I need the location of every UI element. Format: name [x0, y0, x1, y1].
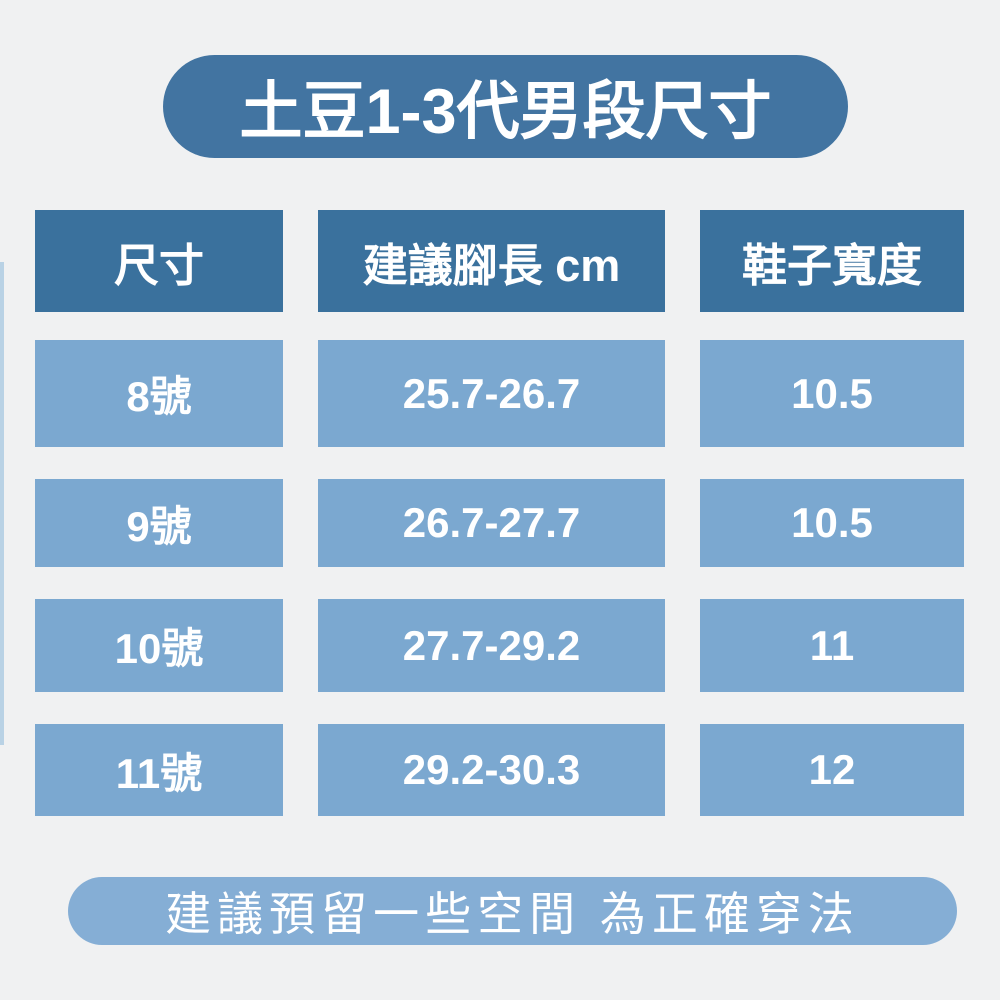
footer-note-banner: 建議預留一些空間 為正確穿法	[68, 877, 957, 945]
foot-length-cell: 26.7-27.7	[318, 479, 665, 567]
page-title: 土豆1-3代男段尺寸	[239, 77, 772, 147]
size-cell: 10號	[35, 599, 283, 692]
footer-note: 建議預留一些空間 為正確穿法	[165, 888, 860, 940]
foot-length-cell: 27.7-29.2	[318, 599, 665, 692]
header-cell-foot-length: 建議腳長 cm	[318, 210, 665, 312]
shoe-width-cell: 12	[700, 724, 964, 816]
title-banner: 土豆1-3代男段尺寸	[163, 55, 848, 158]
shoe-width-cell: 10.5	[700, 340, 964, 447]
left-edge-decoration	[0, 262, 4, 745]
size-cell: 11號	[35, 724, 283, 816]
shoe-width-cell: 10.5	[700, 479, 964, 567]
header-cell-shoe-width: 鞋子寬度	[700, 210, 964, 312]
foot-length-cell: 25.7-26.7	[318, 340, 665, 447]
size-cell: 8號	[35, 340, 283, 447]
header-cell-size: 尺寸	[35, 210, 283, 312]
shoe-width-cell: 11	[700, 599, 964, 692]
size-cell: 9號	[35, 479, 283, 567]
foot-length-cell: 29.2-30.3	[318, 724, 665, 816]
